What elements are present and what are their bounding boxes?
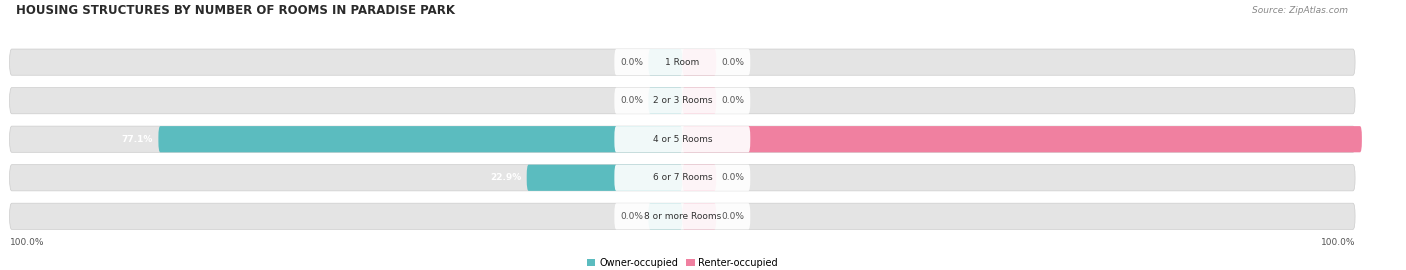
FancyBboxPatch shape [648, 87, 682, 114]
Text: 22.9%: 22.9% [491, 173, 522, 182]
Text: 0.0%: 0.0% [721, 173, 745, 182]
Text: HOUSING STRUCTURES BY NUMBER OF ROOMS IN PARADISE PARK: HOUSING STRUCTURES BY NUMBER OF ROOMS IN… [17, 4, 456, 17]
Text: 6 or 7 Rooms: 6 or 7 Rooms [652, 173, 711, 182]
Text: 77.1%: 77.1% [121, 135, 153, 144]
Text: 100.0%: 100.0% [10, 238, 44, 247]
Text: 1 Room: 1 Room [665, 58, 699, 67]
FancyBboxPatch shape [614, 165, 751, 191]
FancyBboxPatch shape [10, 49, 1355, 75]
Legend: Owner-occupied, Renter-occupied: Owner-occupied, Renter-occupied [582, 254, 782, 270]
FancyBboxPatch shape [682, 126, 1362, 152]
Text: 0.0%: 0.0% [721, 58, 745, 67]
FancyBboxPatch shape [10, 87, 1355, 114]
FancyBboxPatch shape [10, 126, 1355, 152]
FancyBboxPatch shape [682, 203, 716, 230]
FancyBboxPatch shape [682, 87, 716, 114]
FancyBboxPatch shape [682, 165, 716, 191]
FancyBboxPatch shape [648, 203, 682, 230]
Text: 0.0%: 0.0% [620, 58, 643, 67]
Text: 4 or 5 Rooms: 4 or 5 Rooms [652, 135, 711, 144]
Text: 0.0%: 0.0% [620, 96, 643, 105]
Text: 2 or 3 Rooms: 2 or 3 Rooms [652, 96, 711, 105]
Text: Source: ZipAtlas.com: Source: ZipAtlas.com [1253, 6, 1348, 15]
FancyBboxPatch shape [159, 126, 682, 152]
Text: 100.0%: 100.0% [1320, 238, 1355, 247]
FancyBboxPatch shape [527, 165, 682, 191]
Text: 0.0%: 0.0% [721, 96, 745, 105]
FancyBboxPatch shape [614, 203, 751, 230]
FancyBboxPatch shape [614, 49, 751, 75]
FancyBboxPatch shape [682, 49, 716, 75]
FancyBboxPatch shape [10, 203, 1355, 230]
Text: 100.0%: 100.0% [1367, 135, 1405, 144]
FancyBboxPatch shape [614, 87, 751, 114]
Text: 0.0%: 0.0% [721, 212, 745, 221]
FancyBboxPatch shape [648, 49, 682, 75]
FancyBboxPatch shape [614, 126, 751, 152]
Text: 8 or more Rooms: 8 or more Rooms [644, 212, 721, 221]
Text: 0.0%: 0.0% [620, 212, 643, 221]
FancyBboxPatch shape [10, 165, 1355, 191]
